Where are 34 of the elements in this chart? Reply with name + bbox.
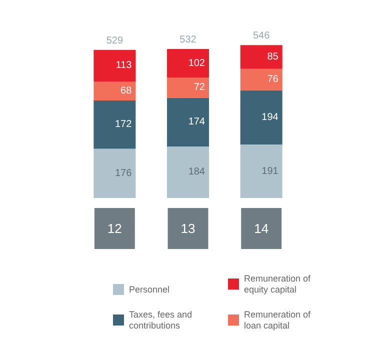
bar [167,146,209,198]
bar [240,45,282,69]
data-label: 72 [194,82,206,94]
data-label: 172 [114,119,132,130]
bar [240,68,282,90]
data-label: 176 [114,168,132,179]
total-label: 532 [180,34,197,46]
data-label: 184 [188,166,206,178]
bar [94,82,136,101]
total-label: 546 [252,30,270,42]
bar [94,100,136,149]
x-tick-label: 13 [180,221,196,236]
data-label: 76 [267,74,279,86]
x-tick-label: 14 [254,221,269,236]
bar [240,90,282,145]
legend-label: Remuneration of equity capital [244,274,314,294]
data-label: 102 [188,58,206,69]
bar [94,148,136,198]
data-label: 194 [262,112,279,123]
bar [167,78,209,98]
bar [167,98,209,146]
legend-label: Taxes, fees and contributions [129,310,195,330]
data-label: 85 [267,52,279,63]
data-label: 68 [120,86,132,97]
x-tick-label: 12 [107,221,122,236]
data-label: 174 [188,116,206,128]
legend-label: Remuneration of loan capital [244,310,314,330]
data-label: 113 [116,60,132,72]
total-label: 529 [106,35,124,46]
legend-label: Personnel [129,284,170,294]
bar [240,144,282,198]
bar [94,50,136,82]
data-label: 191 [262,166,279,177]
bar [167,49,209,78]
